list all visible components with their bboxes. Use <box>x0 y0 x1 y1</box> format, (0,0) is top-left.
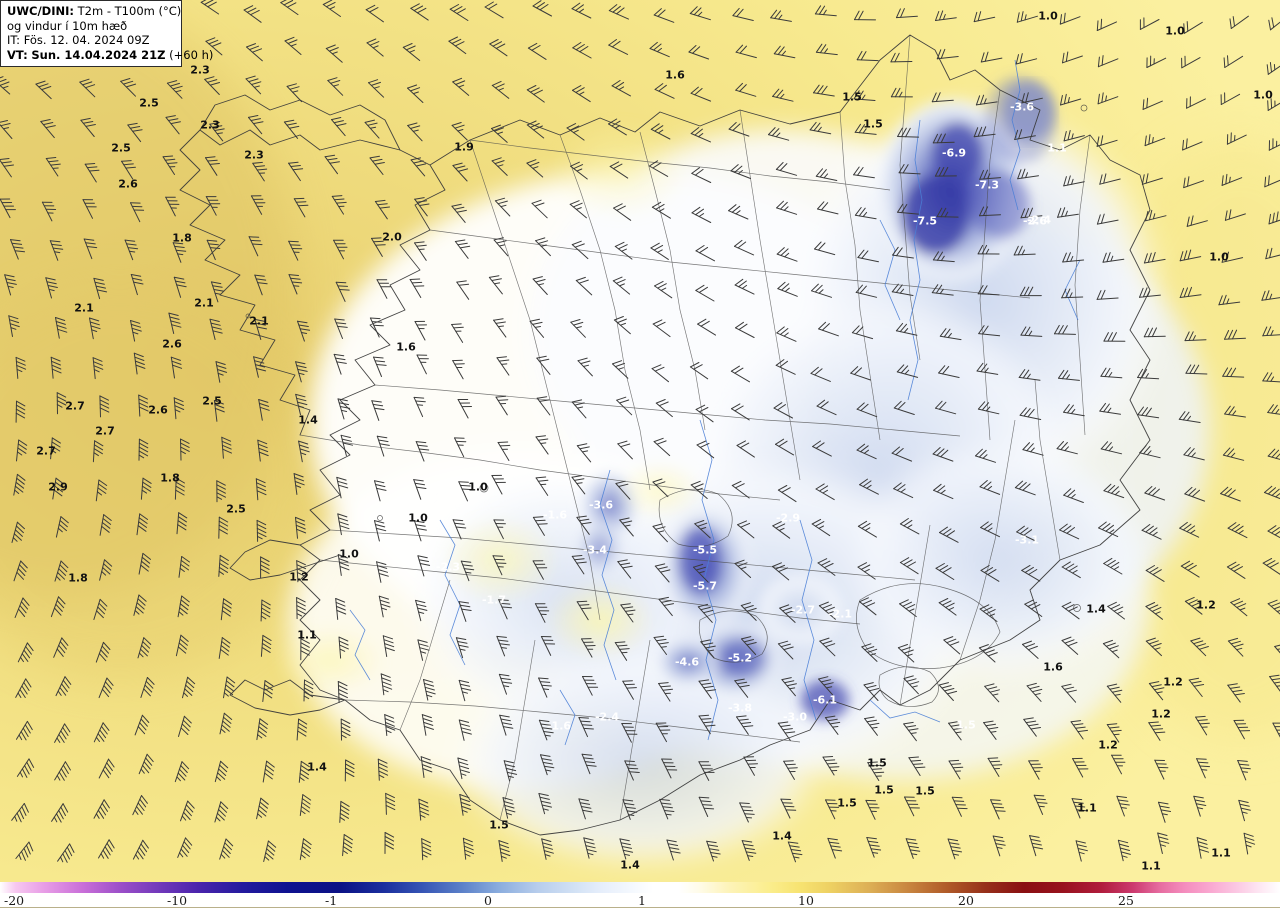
temperature-field <box>0 0 1280 882</box>
legend-it-value: Fös. 12. 04. 2024 09Z <box>23 33 150 47</box>
colorbar-tick-6: 20 <box>958 893 974 908</box>
colorbar-gradient <box>0 882 1280 893</box>
colorbar-tick-3: 0 <box>484 893 492 908</box>
legend-model-label: UWC/DINI: <box>7 4 74 18</box>
map-info-legend: UWC/DINI: T2m - T100m (°C) og vindur í 1… <box>0 0 213 67</box>
legend-vt-suffix: (+60 h) <box>169 47 214 62</box>
colorbar: -20 -10 -1 0 1 10 20 25 <box>0 882 1280 908</box>
legend-field-label: T2m - T100m (°C) <box>77 4 182 18</box>
colorbar-tick-labels: -20 -10 -1 0 1 10 20 25 <box>0 893 1280 908</box>
colorbar-tick-2: -1 <box>325 893 338 908</box>
legend-line-vt: VT: Sun. 14.04.2024 21Z (+60 h) <box>7 47 213 63</box>
map-canvas[interactable]: 2.3 2.5 2.3 2.5 2.3 2.6 1.8 2.0 1.9 2.1 2.1 2.1 2.6 1… <box>0 0 1280 882</box>
colorbar-tick-0: -20 <box>4 893 25 908</box>
legend-line-wind: og vindur í 10m hæð <box>7 18 128 33</box>
legend-vt-value: Sun. 14.04.2024 21Z <box>31 47 166 62</box>
legend-vt-label: VT: <box>7 47 28 62</box>
legend-it-label: IT: <box>7 33 21 47</box>
legend-line-it: IT: Fös. 12. 04. 2024 09Z <box>7 33 175 48</box>
colorbar-tick-1: -10 <box>167 893 188 908</box>
colorbar-tick-5: 10 <box>798 893 814 908</box>
colorbar-tick-4: 1 <box>638 893 646 908</box>
colorbar-tick-7: 25 <box>1118 893 1134 908</box>
legend-line-model: UWC/DINI: T2m - T100m (°C) <box>7 4 181 19</box>
